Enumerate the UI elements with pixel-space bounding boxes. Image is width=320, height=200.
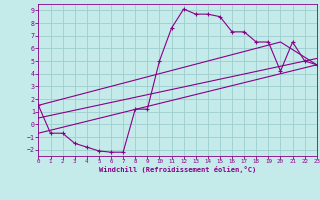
X-axis label: Windchill (Refroidissement éolien,°C): Windchill (Refroidissement éolien,°C) [99, 166, 256, 173]
